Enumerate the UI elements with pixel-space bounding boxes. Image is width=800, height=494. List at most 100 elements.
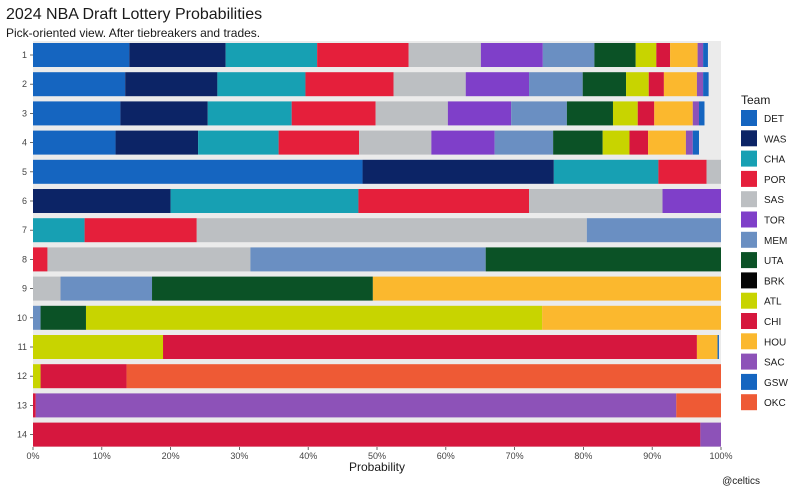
- bar-pick-14-sac: [700, 422, 721, 447]
- bar-pick-2-was: [125, 72, 218, 97]
- bar-pick-1-was: [129, 43, 226, 67]
- bar-pick-1-gsw: [703, 43, 708, 67]
- bar-pick-1-uta: [594, 43, 636, 67]
- bar-pick-1-hou: [670, 43, 698, 67]
- bar-pick-2-por: [305, 72, 394, 97]
- bar-pick-3-uta: [566, 101, 613, 126]
- bar-pick-11-gsw: [717, 335, 719, 359]
- y-tick-label: 1: [22, 50, 27, 60]
- x-tick-label: 0%: [26, 451, 39, 461]
- legend-label-brk: BRK: [764, 276, 785, 287]
- legend-swatch-okc: [741, 394, 757, 411]
- bar-pick-8-sas: [47, 247, 251, 272]
- bar-pick-2-sas: [393, 72, 466, 97]
- bar-pick-6-tor: [662, 189, 721, 213]
- x-tick-label: 40%: [299, 451, 317, 461]
- bar-pick-6-por: [358, 189, 530, 213]
- bar-pick-5-sas: [706, 159, 721, 184]
- bar-pick-5-por: [658, 159, 707, 184]
- bar-pick-5-was: [362, 159, 554, 184]
- legend-label-okc: OKC: [764, 398, 786, 409]
- legend-label-sas: SAS: [764, 195, 784, 206]
- bar-pick-2-chi: [648, 72, 664, 97]
- y-tick-label: 13: [17, 400, 27, 410]
- bar-pick-2-cha: [217, 72, 306, 97]
- y-tick-label: 11: [18, 342, 27, 352]
- bar-pick-4-det: [33, 130, 116, 155]
- bar-pick-1-por: [317, 43, 409, 67]
- legend-swatch-det: [741, 110, 757, 126]
- bar-pick-12-okc: [126, 364, 722, 389]
- bar-pick-11-hou: [696, 335, 718, 359]
- legend-label-sac: SAC: [764, 358, 785, 369]
- x-tick-label: 80%: [574, 451, 592, 461]
- legend-swatch-chi: [741, 313, 757, 329]
- y-tick-label: 4: [22, 138, 27, 148]
- bar-pick-13-sac: [35, 393, 677, 418]
- bar-pick-4-mem: [494, 130, 554, 155]
- bar-pick-3-mem: [511, 101, 567, 126]
- bar-pick-1-chi: [656, 43, 671, 67]
- bar-pick-4-atl: [602, 130, 630, 155]
- bar-pick-14-chi: [33, 422, 701, 447]
- bar-pick-12-atl: [33, 364, 41, 389]
- legend-swatch-cha: [741, 150, 757, 167]
- y-tick-label: 8: [22, 254, 27, 264]
- bar-pick-3-atl: [612, 101, 638, 126]
- bar-pick-7-por: [84, 218, 197, 243]
- bar-pick-13-okc: [676, 393, 721, 418]
- x-axis-label: Probability: [349, 460, 405, 474]
- bar-pick-10-hou: [542, 305, 721, 330]
- legend-title: Team: [741, 93, 770, 107]
- bar-pick-4-gsw: [692, 130, 699, 155]
- legend-swatch-mem: [741, 231, 757, 248]
- legend-label-mem: MEM: [764, 236, 787, 247]
- bar-pick-11-atl: [33, 335, 164, 359]
- bar-pick-1-det: [33, 43, 130, 67]
- x-tick-label: 70%: [506, 451, 524, 461]
- bar-pick-3-was: [120, 101, 208, 126]
- bar-pick-2-mem: [529, 72, 583, 97]
- legend-swatch-por: [741, 170, 757, 187]
- legend-swatch-brk: [741, 272, 757, 289]
- bar-pick-3-gsw: [698, 101, 705, 126]
- legend-swatch-hou: [741, 333, 757, 350]
- bar-pick-4-sas: [359, 130, 432, 155]
- legend-swatch-gsw: [741, 373, 757, 390]
- bar-pick-1-cha: [225, 43, 318, 67]
- legend-swatch-tor: [741, 211, 757, 228]
- x-axis: 0% 10% 20% 30% 40% 50% 60% 70% 80% 90% 100%: [26, 447, 733, 461]
- bars-layer: [33, 43, 722, 447]
- bar-pick-1-mem: [542, 43, 595, 67]
- bar-pick-2-tor: [465, 72, 530, 97]
- bar-pick-6-was: [33, 189, 171, 213]
- legend-swatch-was: [741, 130, 757, 147]
- bar-pick-1-atl: [635, 43, 657, 67]
- bar-pick-1-tor: [480, 43, 543, 67]
- chart-subtitle: Pick-oriented view. After tiebreakers an…: [6, 26, 260, 40]
- x-tick-label: 90%: [643, 451, 661, 461]
- bar-pick-8-uta: [485, 247, 721, 272]
- bar-pick-4-sac: [685, 130, 693, 155]
- legend-label-gsw: GSW: [764, 378, 788, 389]
- bar-pick-7-sas: [196, 218, 587, 243]
- bar-pick-2-atl: [626, 72, 649, 97]
- bar-pick-3-cha: [207, 101, 292, 126]
- y-tick-label: 14: [17, 430, 27, 440]
- legend-label-tor: TOR: [764, 216, 785, 227]
- x-tick-label: 20%: [162, 451, 180, 461]
- bar-pick-5-det: [33, 159, 363, 184]
- legend-label-was: WAS: [764, 134, 787, 145]
- bar-pick-3-por: [291, 101, 376, 126]
- y-tick-label: 5: [22, 167, 27, 177]
- bar-pick-3-det: [33, 101, 121, 126]
- legend-swatch-atl: [741, 292, 757, 309]
- y-tick-label: 3: [22, 108, 27, 118]
- bar-pick-4-was: [115, 130, 199, 155]
- x-tick-label: 60%: [437, 451, 455, 461]
- bar-pick-4-uta: [553, 130, 603, 155]
- bar-pick-11-chi: [163, 335, 697, 359]
- x-tick-label: 50%: [368, 451, 386, 461]
